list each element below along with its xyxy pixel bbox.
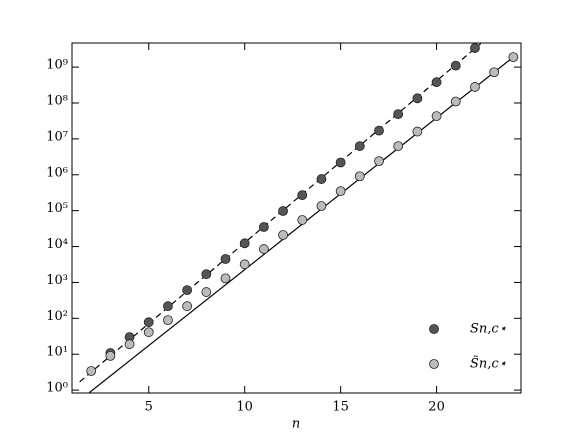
point (278, 206, 288, 216)
point (470, 43, 480, 53)
point (393, 109, 404, 120)
x-tick-label: 5 (145, 400, 153, 415)
y-tick-label: 10⁴ (46, 237, 68, 252)
point (182, 285, 193, 296)
y-tick-label: 10⁹ (46, 58, 68, 73)
point (201, 269, 212, 280)
point (470, 82, 480, 92)
point (393, 141, 404, 151)
point (297, 215, 308, 225)
point (258, 244, 269, 254)
point (335, 186, 346, 197)
legend-marker (429, 359, 439, 369)
point (412, 126, 423, 137)
y-tick-label: 10² (46, 309, 68, 324)
point (239, 259, 250, 270)
point (220, 273, 231, 284)
point (105, 350, 116, 361)
point (412, 93, 423, 104)
point (220, 254, 231, 264)
plot-content (79, 43, 519, 393)
point (278, 230, 288, 240)
point (354, 171, 365, 182)
point (258, 222, 269, 232)
point (163, 315, 173, 326)
point (239, 238, 250, 249)
point (508, 52, 519, 63)
point (163, 301, 173, 312)
point (124, 339, 135, 350)
point (316, 174, 327, 184)
plot-area (71, 42, 522, 394)
point (450, 60, 461, 71)
point (86, 366, 97, 376)
y-tick-label: 10⁸ (46, 94, 68, 109)
x-tick-label: 10 (236, 400, 253, 415)
point (297, 190, 308, 201)
point (489, 67, 500, 78)
point (431, 111, 442, 122)
point (374, 125, 384, 136)
y-tick-label: 10¹ (46, 345, 68, 360)
point (335, 157, 346, 168)
point (374, 156, 384, 167)
point (450, 96, 461, 107)
fit-line (88, 56, 514, 393)
y-tick-label: 10⁷ (46, 129, 68, 144)
y-tick-label: 10³ (46, 273, 68, 288)
x-axis-label: n (292, 417, 300, 432)
x-tick-label: 15 (332, 400, 349, 415)
point (182, 301, 193, 312)
legend-label: Sn,c⋆ (470, 322, 507, 337)
y-tick-label: 10⁵ (46, 201, 68, 216)
point (201, 287, 212, 297)
point (143, 317, 154, 328)
legend-label: S̃n,c⋆ (470, 355, 507, 371)
y-tick-label: 10⁰ (46, 381, 68, 396)
point (143, 327, 154, 338)
legend-marker (429, 324, 439, 334)
point (316, 201, 327, 211)
point (431, 77, 442, 88)
x-tick-label: 20 (428, 400, 445, 415)
point (354, 141, 365, 151)
y-tick-label: 10⁶ (46, 165, 68, 180)
